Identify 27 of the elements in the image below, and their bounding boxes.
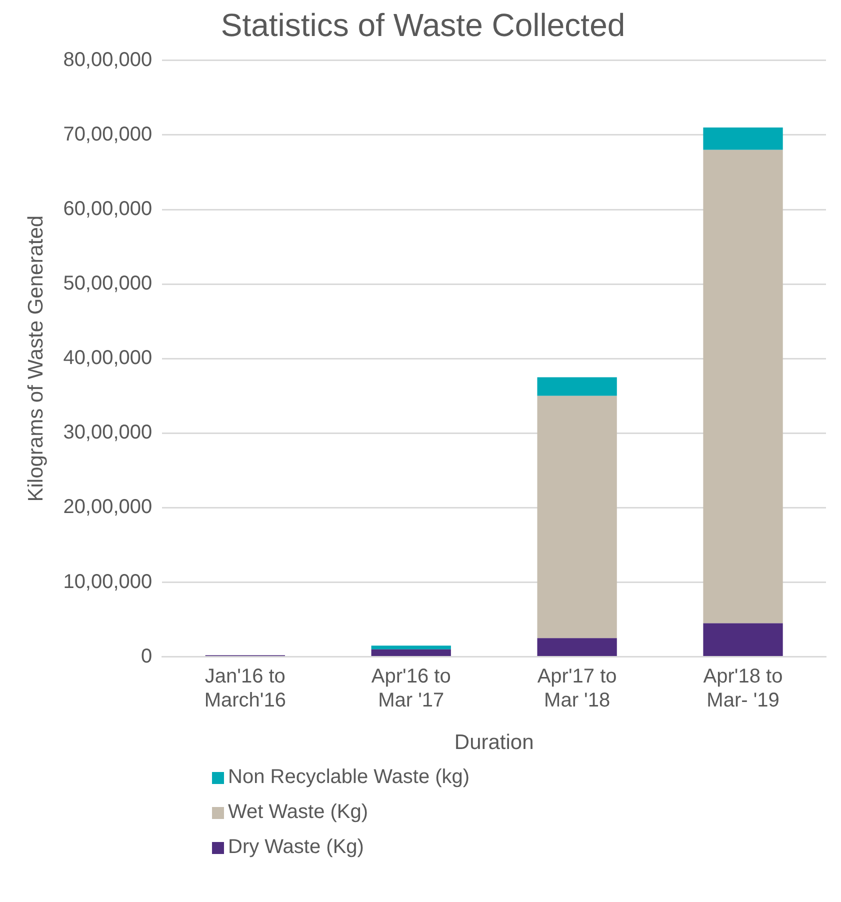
legend-label: Dry Waste (Kg) (228, 836, 364, 859)
y-tick-label: 80,00,000 (63, 48, 152, 71)
bar (537, 638, 617, 656)
legend-label: Non Recyclable Waste (kg) (228, 766, 470, 789)
legend-label: Wet Waste (Kg) (228, 801, 368, 824)
y-tick-label: 50,00,000 (63, 272, 152, 295)
bar (703, 150, 783, 624)
x-tick-label: Jan'16 to March'16 (204, 665, 286, 712)
y-tick-label: 40,00,000 (63, 347, 152, 370)
x-tick-label: Apr'18 to Mar- '19 (703, 665, 783, 712)
bar (537, 377, 617, 396)
y-axis-title: Kilograms of Waste Generated (24, 215, 48, 502)
x-tick-label: Apr'17 to Mar '18 (537, 665, 617, 712)
y-tick-label: 0 (141, 645, 152, 668)
x-tick-label: Apr'16 to Mar '17 (371, 665, 451, 712)
y-tick-label: 70,00,000 (63, 123, 152, 146)
bar (703, 127, 783, 150)
x-axis-title: Duration (454, 731, 534, 754)
y-tick-label: 10,00,000 (63, 570, 152, 593)
chart-title: Statistics of Waste Collected (220, 7, 626, 44)
bar (537, 396, 617, 638)
bar (703, 623, 783, 656)
bar (371, 649, 451, 656)
y-tick-label: 20,00,000 (63, 496, 152, 518)
y-tick-label: 30,00,000 (63, 422, 152, 444)
y-tick-label: 60,00,000 (63, 198, 152, 220)
bar (371, 646, 451, 650)
